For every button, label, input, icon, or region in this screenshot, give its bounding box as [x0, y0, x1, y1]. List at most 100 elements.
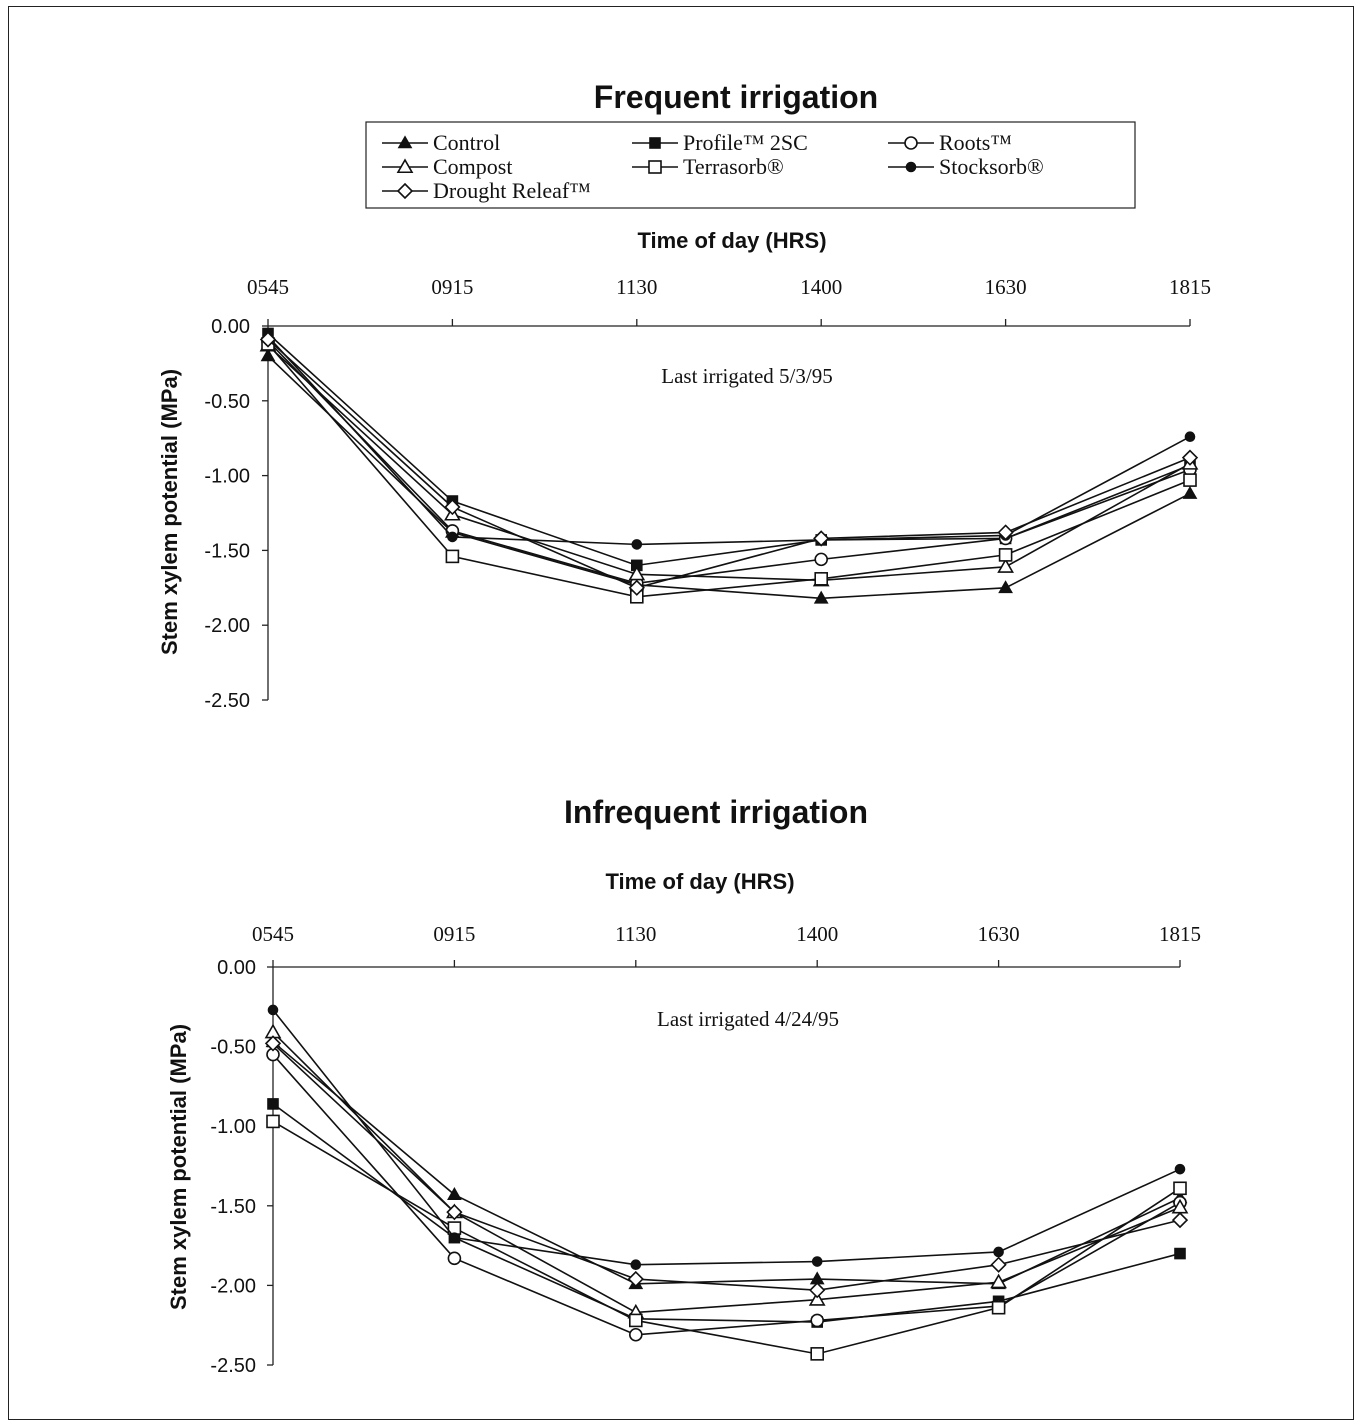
chart1-annotation: Last irrigated 5/3/95: [661, 364, 832, 388]
series-line-profile-2sc: [272, 1103, 1181, 1323]
data-point-drought-releaf-1400: [813, 530, 830, 547]
chart2-annotation: Last irrigated 4/24/95: [657, 1007, 839, 1031]
data-point-compost-1400: [808, 1291, 826, 1306]
x-tick-label-0545: 0545: [252, 922, 294, 946]
legend-box: [365, 121, 1136, 209]
y-tick-label: -2.00: [210, 1275, 256, 1297]
series-line-stocksorb: [267, 335, 1191, 546]
data-point-compost-1630: [997, 558, 1014, 573]
chart2-y-axis-label: Stem xylem potential (MPa): [166, 1024, 191, 1310]
series-line-drought-releaf: [267, 338, 1191, 589]
data-point-terrasorb-1130: [628, 1313, 643, 1328]
data-point-control-0915: [447, 1187, 462, 1200]
data-point-drought-releaf-0915: [444, 498, 461, 516]
legend-label: Terrasorb®: [683, 154, 784, 179]
series-terrasorb: [261, 337, 1197, 604]
data-point-terrasorb-0545: [266, 1114, 280, 1129]
x-tick-label-1130: 1130: [615, 922, 656, 946]
legend-label: Drought Releaf™: [433, 178, 591, 203]
data-point-terrasorb-1400: [810, 1347, 825, 1361]
data-point-stocksorb-0915: [447, 531, 458, 543]
y-tick-label: -1.50: [210, 1196, 256, 1218]
data-point-control-1815: [1182, 485, 1198, 499]
legend-marker-open-circle: [904, 136, 918, 150]
legend-marker-open-square: [648, 160, 662, 174]
legend-marker-filled-triangle: [397, 135, 413, 149]
data-point-stocksorb-0915: [449, 1232, 460, 1243]
x-tick-label-1630: 1630: [985, 275, 1027, 299]
data-point-stocksorb-1130: [631, 539, 643, 550]
x-tick-label-0915: 0915: [431, 275, 473, 299]
data-point-drought-releaf-1400: [809, 1282, 826, 1299]
legend-entry-roots: Roots™: [888, 130, 1012, 155]
series-line-control: [267, 355, 1191, 600]
chart1-y-axis-label: Stem xylem potential (MPa): [157, 369, 182, 655]
data-point-terrasorb-1400: [814, 572, 829, 586]
data-point-compost-1130: [628, 565, 646, 581]
chart1-x-axis-label: Time of day (HRS): [637, 228, 826, 253]
data-point-roots-0915: [447, 1251, 462, 1266]
x-tick-label-1400: 1400: [800, 275, 842, 299]
legend-label: Profile™ 2SC: [683, 130, 808, 155]
data-point-drought-releaf-1130: [628, 579, 645, 596]
data-point-stocksorb-1815: [1174, 1163, 1186, 1175]
series-line-roots: [267, 340, 1191, 585]
chart1-title: Frequent irrigation: [594, 79, 878, 115]
data-point-control-0545: [260, 348, 276, 362]
y-tick-label: -2.00: [204, 615, 250, 637]
x-tick-label-1630: 1630: [978, 922, 1020, 946]
chart2-title: Infrequent irrigation: [564, 794, 868, 830]
data-point-stocksorb-0545: [267, 1004, 279, 1016]
x-tick-label-1815: 1815: [1169, 275, 1211, 299]
data-point-terrasorb-0915: [445, 549, 460, 564]
x-tick-label-1815: 1815: [1159, 922, 1201, 946]
legend-entry-control: Control: [382, 130, 500, 155]
series-line-terrasorb: [267, 343, 1191, 598]
y-tick-label: 0.00: [217, 957, 256, 979]
series-stocksorb: [267, 1004, 1186, 1271]
y-tick-label: -1.00: [204, 466, 250, 488]
data-point-drought-releaf-0545: [264, 1035, 282, 1052]
data-point-drought-releaf-1815: [1181, 449, 1199, 466]
legend-entry-terrasorb: Terrasorb®: [632, 154, 784, 179]
data-point-roots-1400: [810, 1313, 825, 1328]
data-point-drought-releaf-1630: [997, 524, 1014, 541]
series-line-control: [272, 1041, 1181, 1285]
series-profile-2sc: [267, 1098, 1186, 1328]
series-line-compost: [267, 344, 1191, 582]
data-point-stocksorb-1130: [630, 1259, 642, 1271]
data-point-stocksorb-1400: [811, 1256, 823, 1267]
data-point-control-1400: [809, 1271, 825, 1285]
data-point-drought-releaf-1815: [1171, 1211, 1189, 1229]
y-tick-label: -1.00: [210, 1116, 256, 1138]
x-tick-label-1400: 1400: [796, 922, 838, 946]
chart2-x-axis-label: Time of day (HRS): [605, 869, 794, 894]
legend-entry-drought-releaf: Drought Releaf™: [382, 178, 591, 203]
series-line-compost: [272, 1031, 1181, 1314]
y-tick-label: 0.00: [211, 316, 250, 338]
y-tick-label: -2.50: [210, 1355, 256, 1377]
series-line-stocksorb: [272, 1009, 1181, 1266]
series-drought-releaf: [264, 1035, 1189, 1299]
legend-entry-compost: Compost: [382, 154, 512, 179]
y-tick-label: -2.50: [204, 690, 250, 712]
series-drought-releaf: [259, 331, 1199, 596]
data-point-roots-1130: [628, 1327, 643, 1342]
series-terrasorb: [266, 1114, 1187, 1361]
data-point-drought-releaf-1130: [627, 1270, 644, 1288]
series-line-roots: [272, 1054, 1181, 1336]
data-point-terrasorb-1815: [1183, 473, 1197, 487]
data-point-profile-2sc-0545: [267, 1098, 279, 1110]
x-tick-label-1130: 1130: [616, 275, 657, 299]
data-point-drought-releaf-0915: [446, 1204, 463, 1221]
series-line-terrasorb: [272, 1120, 1181, 1355]
figure-frame: [8, 6, 1354, 1420]
legend-marker-filled-square: [649, 137, 661, 149]
data-point-stocksorb-1630: [993, 1246, 1004, 1258]
legend-entry-stocksorb: Stocksorb®: [888, 154, 1044, 179]
legend-label: Roots™: [939, 130, 1012, 155]
legend: Control Profile™ 2SC Roots™ Compost Terrasor…: [365, 121, 1136, 209]
data-point-roots-1400: [814, 552, 829, 567]
legend-marker-filled-circle: [905, 161, 917, 173]
